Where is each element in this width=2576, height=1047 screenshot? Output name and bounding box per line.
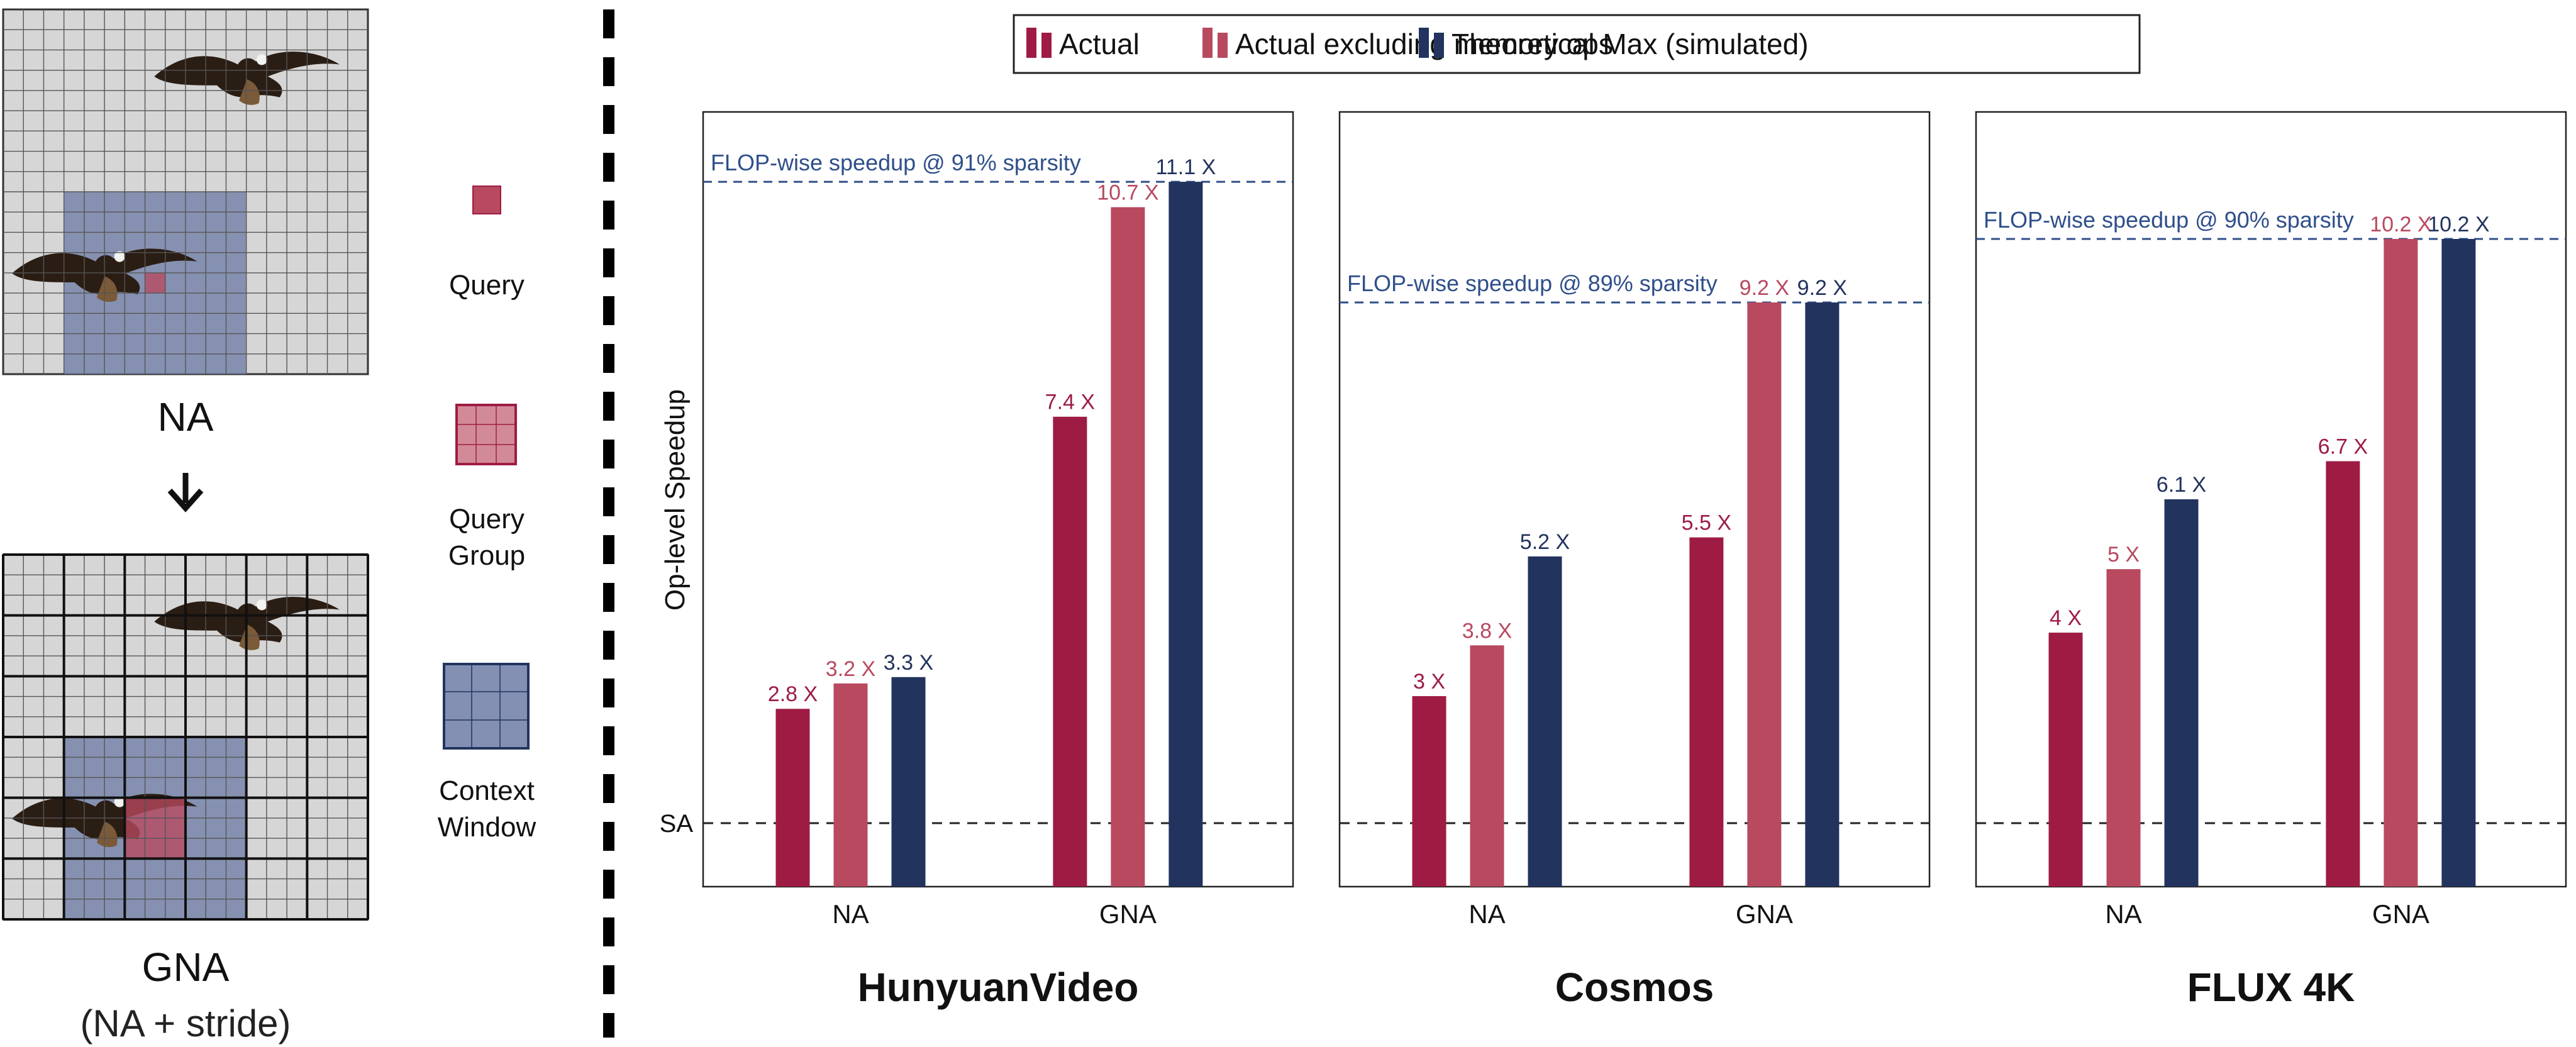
bar-value-label: 5 X [2107, 543, 2140, 567]
x-tick-label: NA [1468, 899, 1505, 929]
bar-theoretical-na [2164, 499, 2199, 887]
bar-theoretical-na [891, 677, 926, 887]
legend-swatch-theoretical-b [1434, 33, 1444, 58]
bar-actual-na [2048, 633, 2083, 887]
bar-actual_excl-na [1470, 645, 1504, 887]
query-group-label-line1: Query [449, 504, 525, 535]
legend-label-actual: Actual [1059, 28, 1140, 60]
context-window-label-line1: Context [439, 775, 535, 806]
left-illustration: NA GNA (NA + stride) Query Query Group C… [2, 8, 536, 1044]
bar-actual-na [775, 709, 810, 887]
bar-value-label: 3 X [1413, 670, 1445, 694]
y-axis-label: Op-level Speedup [660, 389, 691, 611]
query-group-label-line2: Group [448, 540, 525, 571]
chart-title: HunyuanVideo [858, 965, 1139, 1010]
bar-value-label: 7.4 X [1045, 391, 1095, 414]
bar-value-label: 11.1 X [1155, 155, 1216, 179]
x-tick-label: GNA [1736, 899, 1793, 929]
bar-actual-na [1412, 696, 1446, 887]
bar-value-label: 4 X [2050, 606, 2082, 630]
bar-theoretical-gna [1805, 302, 1840, 887]
bar-value-label: 5.2 X [1520, 530, 1570, 554]
bar-theoretical-gna [1169, 182, 1203, 887]
query-group-glyph [455, 404, 517, 465]
query-region [125, 797, 186, 859]
legend-swatch-theoretical [1419, 28, 1429, 58]
legend-swatch-actual_excl-b [1218, 33, 1228, 58]
bar-value-label: 3.3 X [884, 651, 933, 675]
x-tick-label: GNA [2372, 899, 2429, 929]
query-glyph [472, 186, 501, 214]
query-region [145, 272, 165, 294]
plot-frame [1338, 111, 1931, 888]
chart-title: FLUX 4K [2187, 965, 2355, 1010]
bar-value-label: 5.5 X [1682, 511, 1731, 535]
bar-value-label: 6.7 X [2318, 435, 2368, 458]
bar-value-label: 6.1 X [2157, 473, 2206, 497]
flop-line-label: FLOP-wise speedup @ 90% sparsity [1984, 207, 2354, 233]
legend-swatch-actual-b [1041, 33, 1052, 58]
query-label: Query [449, 270, 525, 301]
flop-line-label: FLOP-wise speedup @ 89% sparsity [1347, 270, 1718, 296]
legend-label-theoretical: Theoretical Max (simulated) [1452, 28, 1809, 60]
bar-actual_excl-gna [2384, 238, 2418, 887]
legend-swatch-actual_excl [1202, 28, 1213, 58]
bar-actual-gna [1053, 416, 1087, 887]
bar-actual_excl-na [833, 683, 868, 887]
eagle-top [154, 52, 340, 105]
gna-sublabel: (NA + stride) [80, 1002, 291, 1044]
bar-actual_excl-na [2106, 569, 2141, 887]
bar-value-label: 10.2 X [2428, 213, 2489, 236]
plot-frame [1975, 111, 2567, 888]
bar-theoretical-na [1528, 556, 1562, 887]
gna-attention-grid [2, 553, 369, 921]
chart-title: Cosmos [1555, 965, 1714, 1010]
bar-actual_excl-gna [1747, 302, 1782, 887]
chart-panel-0: SA 2.8 X 3.2 X 3.3 X NA 7.4 X 10.7 X11.1 X GNA F… [660, 111, 1294, 1010]
na-attention-grid [2, 8, 369, 375]
bar-value-label: 9.2 X [1740, 276, 1789, 300]
bar-value-label: 3.8 X [1462, 619, 1512, 643]
gna-label: GNA [142, 945, 230, 990]
bar-value-label: 9.2 X [1797, 276, 1847, 300]
chart-panel-2: 4 X 5 X 6.1 X NA 6.7 X 10.2 X10.2 X GNA FLOP-wi… [1975, 111, 2567, 1010]
flop-line-label: FLOP-wise speedup @ 91% sparsity [711, 150, 1081, 175]
charts: SA 2.8 X 3.2 X 3.3 X NA 7.4 X 10.7 X11.1 X GNA F… [660, 111, 2567, 1010]
bar-actual-gna [2326, 461, 2360, 887]
bar-actual-gna [1689, 537, 1724, 887]
context-window-glyph [443, 663, 530, 750]
plot-frame [702, 111, 1294, 888]
bar-theoretical-gna [2441, 238, 2476, 887]
na-label: NA [158, 394, 214, 440]
chart-panel-1: 3 X 3.8 X 5.2 X NA 5.5 X 9.2 X 9.2 X GNA FLOP-wi… [1338, 111, 1931, 1010]
x-tick-label: NA [832, 899, 869, 929]
bar-actual_excl-gna [1111, 207, 1145, 887]
legend-box [1013, 14, 2141, 74]
x-tick-label: GNA [1099, 899, 1157, 929]
legend-swatch-actual [1026, 28, 1036, 58]
bar-value-label: 10.2 X [2370, 213, 2431, 236]
bar-value-label: 10.7 X [1097, 180, 1158, 204]
legend: Actual Actual excluding memory opsTheoret… [1013, 14, 2141, 74]
context-window-label-line2: Window [438, 812, 536, 843]
x-tick-label: NA [2105, 899, 2141, 929]
baseline-label: SA [660, 810, 694, 838]
bar-value-label: 3.2 X [826, 657, 875, 681]
down-arrow-icon [167, 473, 204, 512]
bar-value-label: 2.8 X [768, 682, 818, 706]
